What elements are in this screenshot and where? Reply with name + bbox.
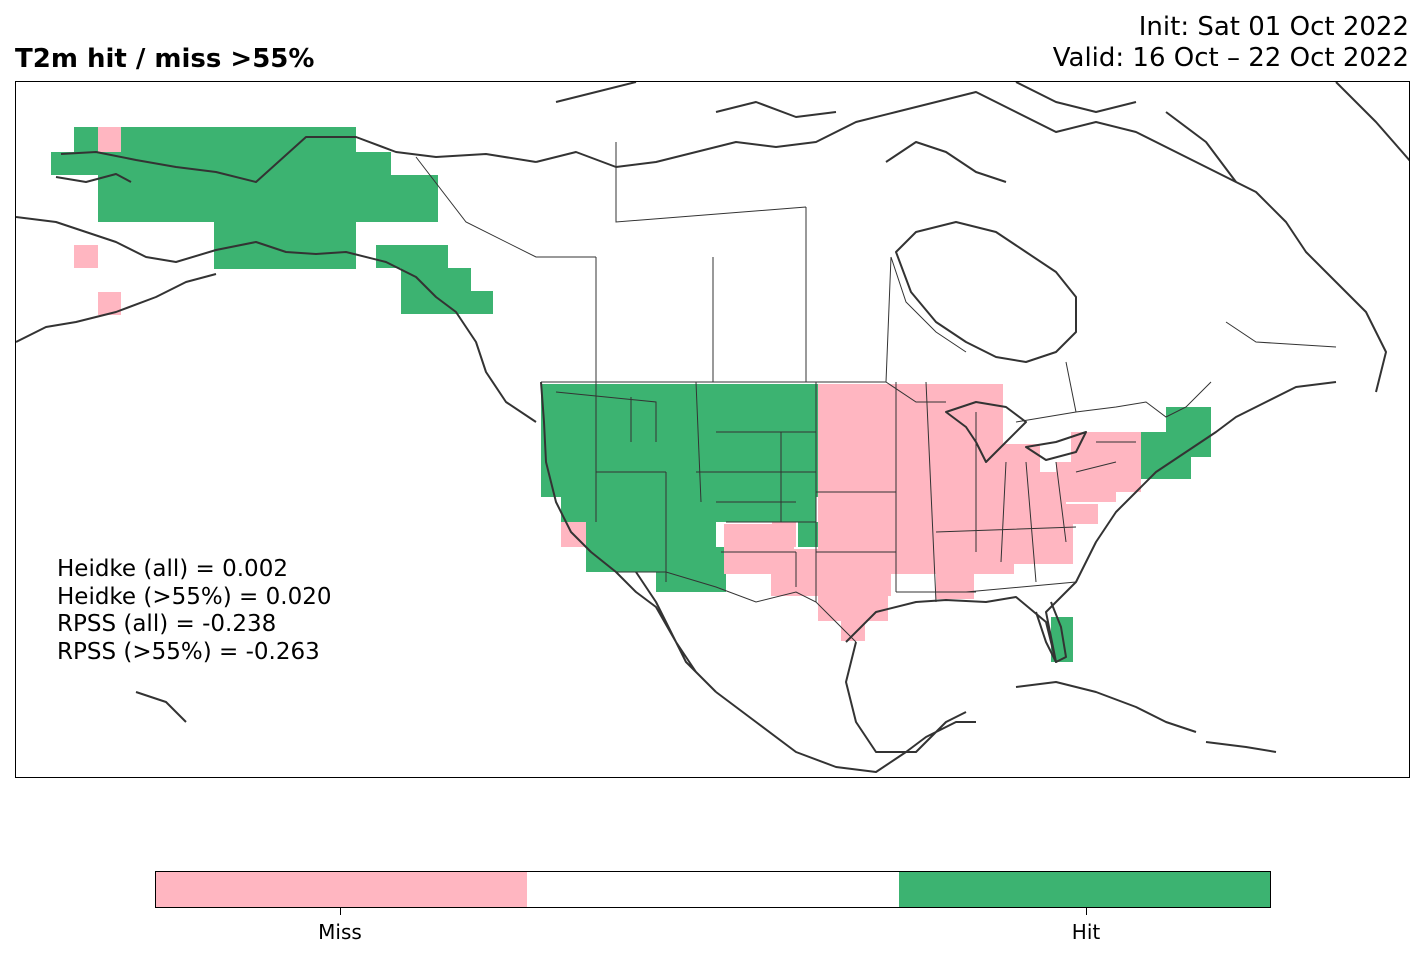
date-info: Init: Sat 01 Oct 2022 Valid: 16 Oct – 22… — [1053, 12, 1409, 74]
miss-cell-27 — [724, 549, 1014, 574]
west-coast — [540, 381, 717, 693]
miss-cell-35 — [1116, 462, 1141, 492]
miss-cell-7 — [74, 245, 98, 268]
colorbar-miss-segment — [156, 872, 528, 907]
hit-cell-16 — [564, 522, 716, 547]
miss-cell-22 — [1071, 432, 1141, 462]
heidke-55: Heidke (>55%) = 0.020 — [57, 583, 332, 610]
caribbean — [135, 681, 1277, 753]
florida — [1035, 601, 1067, 663]
hit-cell-1 — [98, 127, 356, 152]
colorbar-tick-hit — [1086, 908, 1087, 915]
north-america-map — [16, 82, 1409, 773]
miss-cell-28 — [936, 574, 974, 599]
colorbar — [155, 871, 1271, 908]
rpss-55: RPSS (>55%) = -0.263 — [57, 638, 320, 665]
aleutians — [16, 273, 217, 343]
heidke-all: Heidke (all) = 0.002 — [57, 556, 288, 582]
miss-cell-31 — [841, 621, 865, 641]
hudson-bay — [895, 221, 1077, 363]
canada-provinces — [415, 142, 1337, 413]
alaska-coast — [16, 136, 537, 423]
hit-cell-9 — [376, 245, 448, 268]
coastlines — [16, 82, 1409, 773]
valid-range: Valid: 16 Oct – 22 Oct 2022 — [1052, 43, 1409, 73]
hit-cell-11 — [421, 291, 493, 314]
hit-cell-13 — [541, 384, 818, 412]
political-borders — [415, 142, 1337, 643]
miss-cell-30 — [818, 596, 888, 621]
colorbar-hit-segment — [898, 872, 1270, 907]
miss-cell-20 — [818, 384, 1003, 444]
hit-cell-14 — [541, 412, 818, 497]
miss-cell-6 — [98, 127, 121, 152]
colorbar-label-hit: Hit — [1071, 920, 1101, 944]
hit-cell-0 — [74, 127, 98, 152]
arctic-coast — [535, 91, 1387, 393]
us-states — [555, 381, 1136, 603]
hit-cell-37 — [1166, 407, 1211, 432]
hit-cell-15 — [561, 497, 816, 522]
colorbar-tick-miss — [340, 908, 341, 915]
gulf-coast — [715, 381, 1337, 773]
hit-cell-17 — [586, 547, 726, 572]
hit-cell-2 — [51, 152, 391, 175]
hit-cell-39 — [1051, 617, 1073, 662]
hit-cell-10 — [401, 268, 471, 291]
skill-scores: Heidke (all) = 0.002 Heidke (>55%) = 0.0… — [57, 556, 331, 666]
hit-cell-19 — [798, 522, 818, 547]
hit-cell-36 — [1141, 432, 1211, 457]
miss-cell-29 — [771, 574, 891, 596]
arctic-islands — [555, 82, 1409, 183]
miss-cell-8 — [98, 292, 121, 315]
rpss-all: RPSS (all) = -0.238 — [57, 611, 277, 637]
great-lakes — [945, 401, 1087, 463]
map-panel — [15, 81, 1410, 778]
colorbar-label-miss: Miss — [318, 920, 362, 944]
hit-cell-18 — [656, 572, 726, 592]
forecast-grid-cells — [51, 127, 1211, 662]
map-title: T2m hit / miss >55% — [15, 44, 315, 74]
hit-cell-12 — [401, 291, 421, 314]
hit-cell-4 — [144, 199, 356, 222]
miss-cell-26 — [772, 522, 796, 547]
hit-cell-38 — [1141, 457, 1191, 479]
colorbar-neutral-segment — [527, 872, 899, 907]
miss-cell-34 — [1056, 462, 1116, 502]
mexico-border — [616, 571, 857, 643]
init-date: Init: Sat 01 Oct 2022 — [1138, 12, 1409, 42]
